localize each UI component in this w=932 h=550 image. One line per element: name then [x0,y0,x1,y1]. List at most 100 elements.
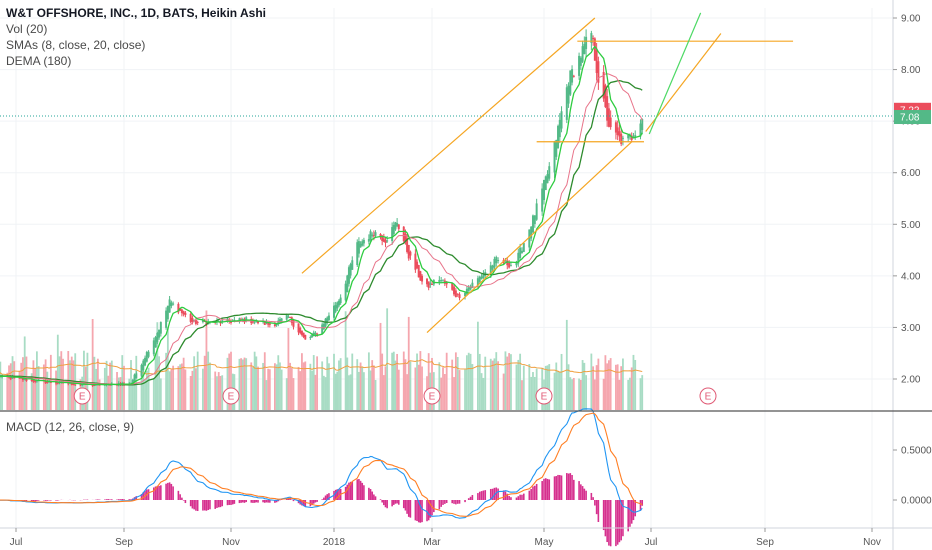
candle-body [634,135,637,138]
macd-histogram-bar [348,482,350,500]
macd-histogram-bar [252,500,254,503]
macd-histogram-bar [497,488,499,500]
earnings-marker-label: E [228,392,235,403]
volume-bar [379,322,382,410]
candle-body [189,313,192,322]
volume-bar [419,351,422,410]
macd-histogram-bar [221,500,224,507]
volume-bar [522,365,525,410]
candle-body [407,244,410,259]
macd-histogram-bar [417,500,420,523]
volume-bar [326,356,329,410]
macd-histogram-bar [123,499,125,500]
macd-histogram-bar [429,500,432,518]
candle-body [135,373,138,379]
x-tick-label: Nov [222,537,240,548]
volume-bar [484,356,487,410]
macd-histogram-bar [334,489,337,500]
volume-bar [268,369,271,410]
candle-body [558,119,561,138]
volume-pane [0,308,644,410]
volume-bar [620,366,623,410]
macd-histogram-bar [493,487,496,500]
candle-body [93,385,96,387]
macd-histogram-bar [50,500,52,501]
candle-body [194,319,197,324]
macd-histogram-bar [573,479,575,500]
macd-histogram-bar [233,500,236,504]
macd-histogram-bar [592,497,594,500]
macd-histogram-bar [544,478,547,500]
macd-histogram-bar [191,500,194,509]
candle-body [49,381,52,383]
volume-bar [6,372,9,410]
macd-histogram-bar [242,500,244,503]
volume-bar [324,377,327,410]
macd-histogram-bar [338,489,340,500]
candle-body [170,302,173,306]
volume-bar [427,353,430,410]
macd-histogram-bar [196,500,199,512]
candle-body [421,275,424,282]
volume-bar [627,379,630,410]
volume-bar [209,362,211,410]
candle-body [238,318,241,321]
macd-histogram-bar [489,488,492,500]
orange-trendline [301,17,596,274]
candle-body [458,294,461,299]
macd-histogram-bar [480,491,483,500]
candle-body [371,234,374,236]
macd-histogram-bar [165,483,167,500]
macd-histogram-bar [257,500,259,503]
macd-histogram-bar [543,478,545,500]
macd-histogram-bar [57,500,59,501]
volume-bar [275,364,278,410]
volume-bar [478,353,481,410]
volume-bar [214,371,217,410]
candle-body [517,252,520,264]
volume-bar [191,370,194,410]
candle-body [480,276,483,280]
volume-bar [182,357,185,410]
macd-histogram-bar [469,496,472,500]
macd-histogram-bar [608,500,610,546]
volume-bar [421,366,423,410]
volume-bar [532,372,534,410]
macd-histogram-bar [140,494,143,500]
macd-histogram-bar [253,500,256,503]
candle-body [245,317,248,321]
volume-bar [177,366,180,410]
macd-histogram-bar [482,490,485,500]
candle-body [504,260,507,262]
candle-body [13,377,16,379]
macd-histogram-bar [381,500,383,503]
candle-body [74,384,77,386]
macd-histogram-bar [632,500,635,521]
candle-body [465,288,468,295]
y-tick-label: 4.00 [901,271,921,282]
volume-bar [618,379,621,410]
macd-histogram-bar [629,500,631,527]
volume-bar [195,368,197,410]
volume-ma-line [0,359,643,376]
candle-body [339,297,342,304]
macd-histogram-bar [590,492,593,500]
volume-bar [217,372,220,410]
macd-histogram-bar [392,500,395,505]
macd-histogram-bar [219,500,222,508]
candle-body [309,337,312,339]
macd-histogram-bar [324,495,327,500]
volume-bar [595,365,598,410]
candle-body [381,235,384,241]
macd-histogram-bar [578,481,580,500]
volume-bar [287,328,290,410]
candle-body [560,111,563,129]
volume-bar [147,367,150,410]
volume-bar [140,373,143,410]
volume-bar [597,358,600,410]
volume-bar [11,356,14,410]
candle-body [20,377,23,379]
macd-histogram-bar [321,499,323,500]
macd-histogram-bar [634,500,637,517]
